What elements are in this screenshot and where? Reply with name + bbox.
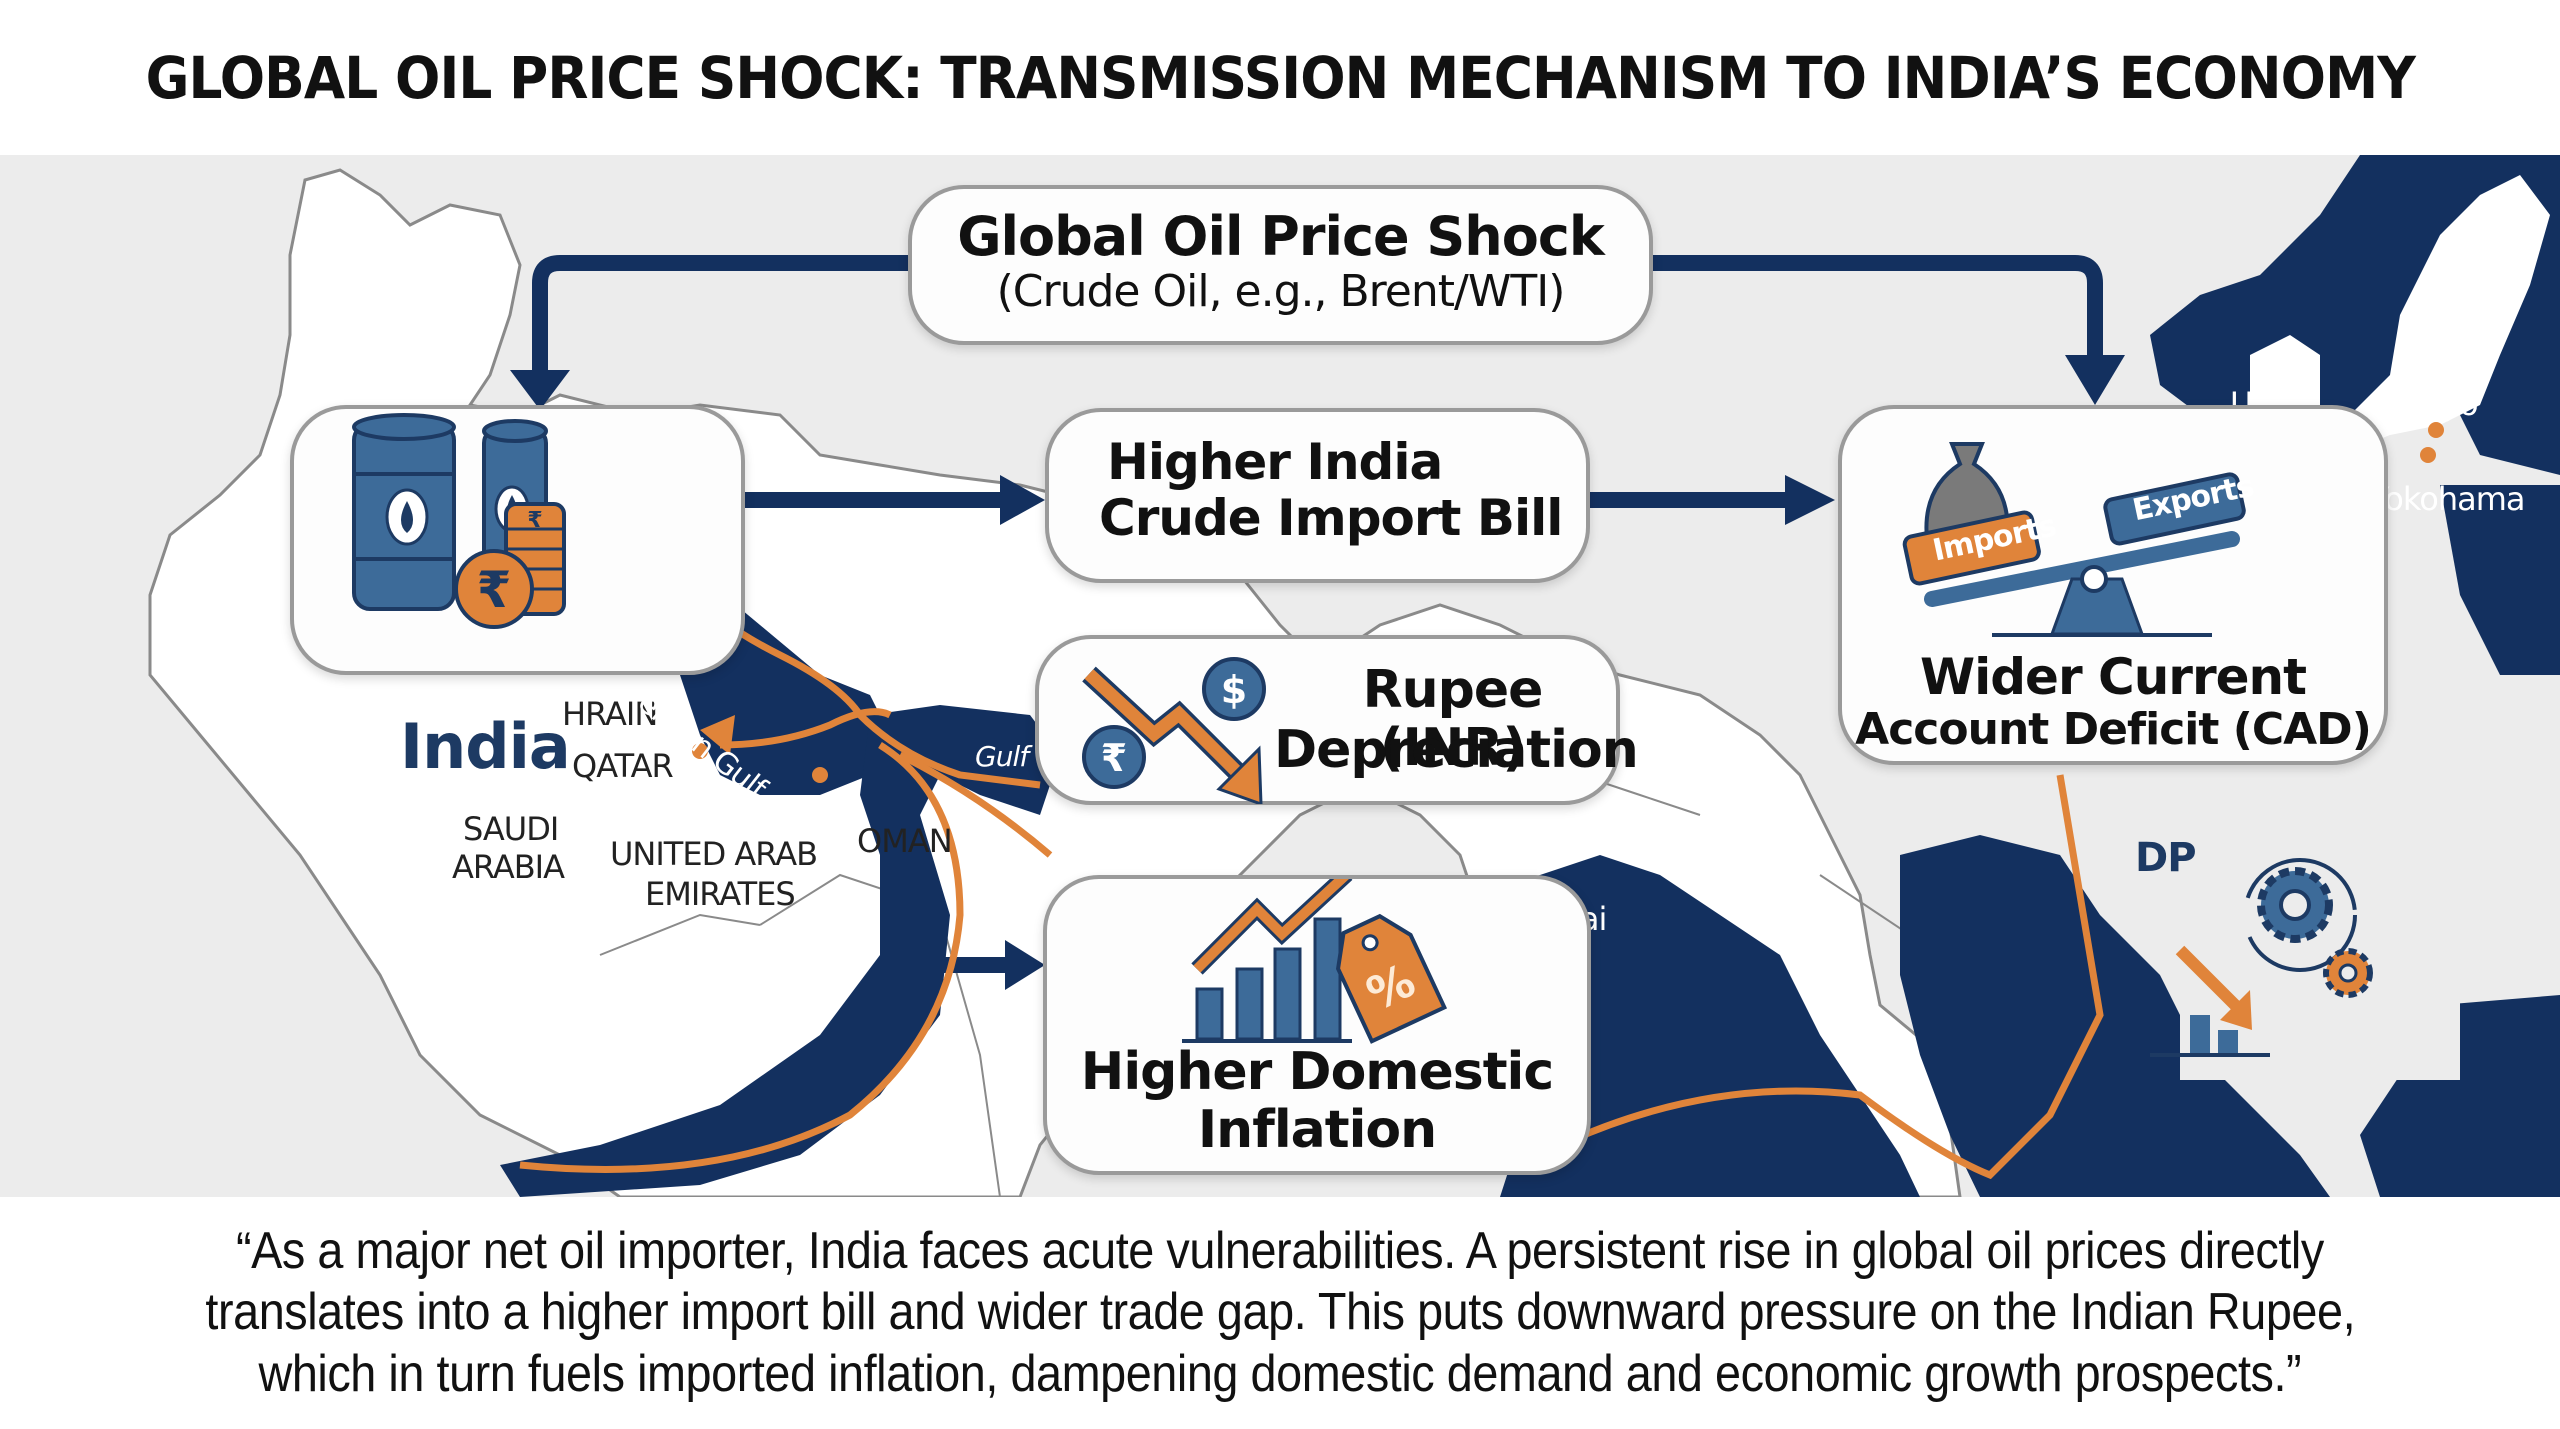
node-india-oil-imports: ₹ ₹	[290, 405, 745, 675]
svg-text:₹: ₹	[527, 508, 542, 533]
node-shock-title: Global Oil Price Shock	[957, 205, 1605, 268]
node-higher-crude-import-bill: Higher India Crude Import Bill	[1045, 408, 1590, 583]
imports-tag	[1902, 510, 2041, 586]
node-higher-domestic-inflation: % Higher Domestic Inflation	[1043, 868, 1591, 1175]
svg-text:$: $	[1221, 668, 1247, 712]
quote-line-1: “As a major net oil importer, India face…	[236, 1221, 2324, 1280]
city-dot-tokyo	[2428, 422, 2444, 438]
map-label-qatar: QATAR	[572, 747, 674, 785]
node-shock-subtitle: (Crude Oil, e.g., Brent/WTI)	[996, 266, 1566, 318]
water-south-china-sea	[1900, 835, 2330, 1197]
water-pacific-east	[2360, 995, 2560, 1197]
map-label-tokyo: Tokyo	[2393, 385, 2479, 423]
price-tag-icon: %	[1336, 913, 1448, 1044]
svg-text:₹: ₹	[477, 561, 512, 619]
svg-text:₹: ₹	[1101, 736, 1127, 780]
map-label-oman: OMAN	[857, 822, 953, 860]
map-label-bahrain: HRAIN	[562, 695, 658, 733]
oil-barrels-and-rupee-coins-icon: ₹ ₹	[352, 413, 566, 629]
trade-balance-scale-icon	[1902, 442, 2246, 637]
rupee-coin-icon	[454, 549, 534, 629]
inflation-chart-price-tag-icon: %	[1182, 868, 1448, 1044]
node-import-bill-line2: Crude Import Bill	[1099, 489, 1563, 547]
water-gulf-of-oman	[500, 705, 1060, 1197]
node-wider-current-account-deficit: Imports Exports Wider Current Account De…	[1838, 405, 2388, 765]
shipping-route-arabian-sea	[519, 742, 964, 1173]
title-bar: GLOBAL OIL PRICE SHOCK: TRANSMISSION MEC…	[0, 0, 2560, 155]
arrow-shock-to-india	[532, 255, 910, 383]
exports-tag	[2103, 472, 2246, 546]
gdp-gears-decline-icon	[2150, 825, 2460, 1080]
land-japan	[2320, 175, 2550, 455]
diagram-map-area: India HRAIN QATAR SAUDI ARABIA UNITED AR…	[0, 155, 2560, 1197]
water-pacific-japan	[2440, 485, 2560, 675]
map-label-saudi-2: ARABIA	[452, 848, 565, 886]
map-label-uae-1: UNITED ARAB	[610, 835, 818, 873]
quote-line-2: translates into a higher import bill and…	[205, 1283, 2355, 1342]
node-cad-line2: Account Deficit (CAD)	[1855, 704, 2372, 755]
node-cad-line1: Wider Current	[1919, 648, 2307, 706]
dollar-coin-icon	[1202, 657, 1266, 721]
node-rupee-depreciation: $ ₹ Rupee (INR) Depreciation	[1035, 635, 1639, 805]
shipping-route-malacca	[1538, 774, 2104, 1180]
map-label-uae-2: EMIRATES	[645, 875, 796, 913]
node-import-bill-line1: Higher India	[1107, 433, 1443, 491]
node-inflation-line1: Higher Domestic	[1080, 1042, 1554, 1102]
map-label-yokohama: Yokohama	[2370, 480, 2526, 518]
node-pressure-on-economic-growth: DP Pressure on Economic Growth (GDP)	[1900, 805, 2460, 1195]
node-rupee-line2: Depreciation	[1274, 720, 1639, 780]
rupee-depreciation-icon: $ ₹	[1082, 657, 1266, 804]
node-global-oil-price-shock: Global Oil Price Shock (Crude Oil, e.g.,…	[908, 185, 1653, 345]
map-label-india: India	[400, 710, 571, 783]
rupee-coin-icon	[1082, 725, 1146, 789]
summary-quote: “As a major net oil importer, India face…	[0, 1197, 2560, 1429]
node-rupee-line1: Rupee (INR)	[1362, 660, 1544, 779]
map-label-saudi-1: SAUDI	[463, 810, 559, 848]
city-dot-yokohama	[2420, 447, 2436, 463]
gdp-partial-label: DP	[2135, 835, 2197, 881]
page-title: GLOBAL OIL PRICE SHOCK: TRANSMISSION MEC…	[145, 43, 2415, 112]
quote-line-3: which in turn fuels imported inflation, …	[258, 1344, 2302, 1403]
map-label-gulf: Gulf	[975, 740, 1029, 773]
arrow-shock-to-cad	[1650, 255, 2103, 370]
node-inflation-line2: Inflation	[1197, 1100, 1437, 1161]
